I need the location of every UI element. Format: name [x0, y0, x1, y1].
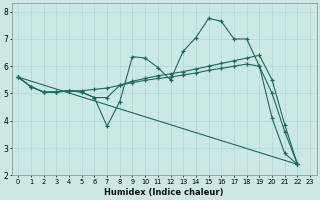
X-axis label: Humidex (Indice chaleur): Humidex (Indice chaleur) [104, 188, 224, 197]
